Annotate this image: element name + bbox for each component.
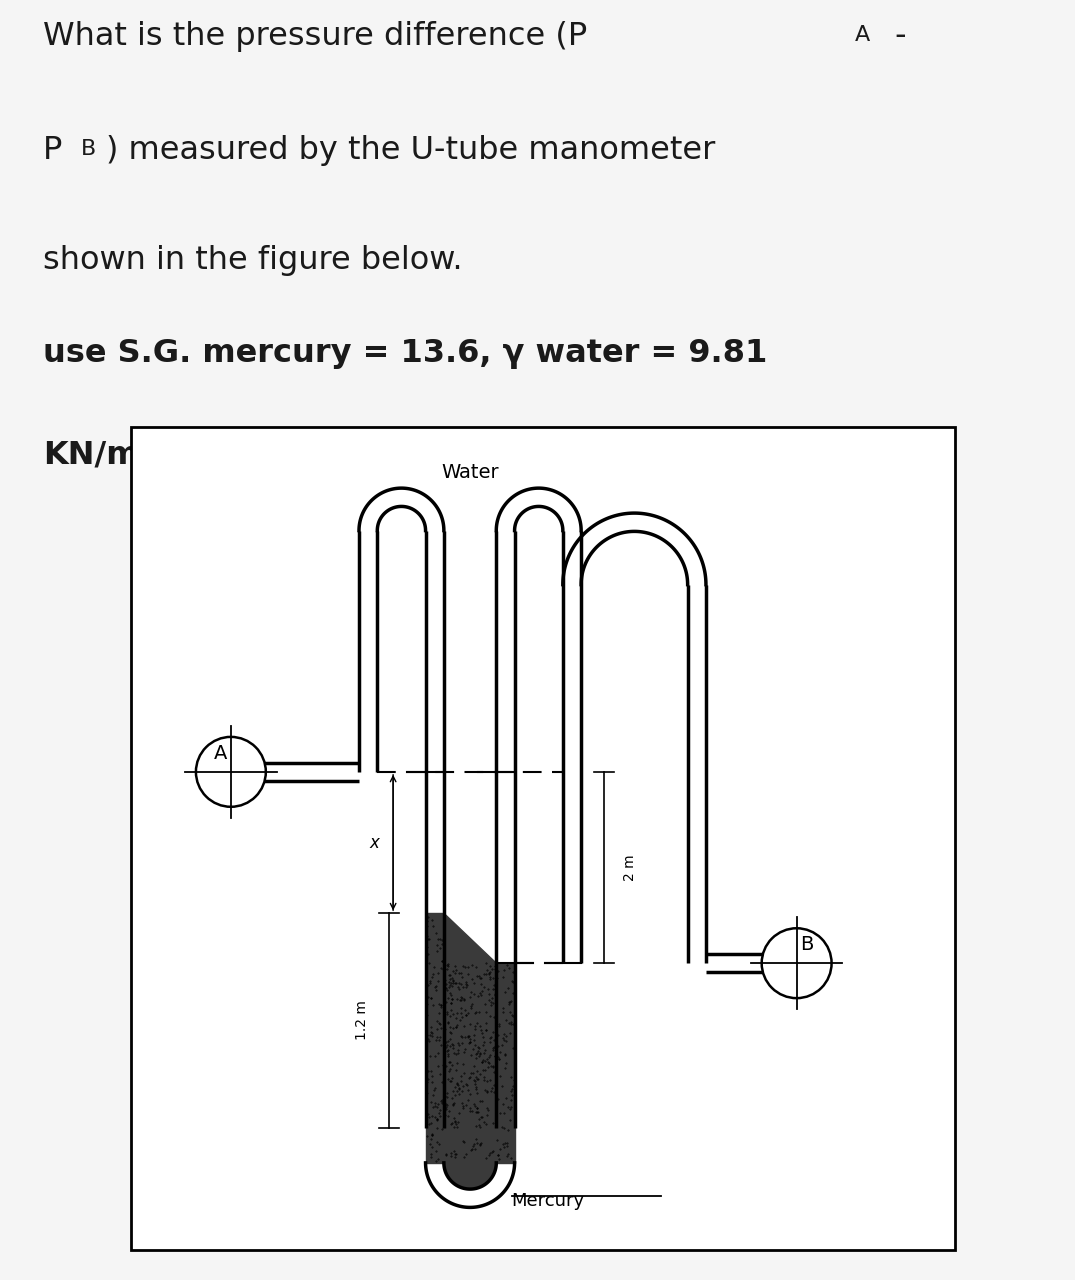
Text: ) measured by the U-tube manometer: ) measured by the U-tube manometer <box>106 136 716 166</box>
Text: use S.G. mercury = 13.6, γ water = 9.81: use S.G. mercury = 13.6, γ water = 9.81 <box>43 338 768 369</box>
Text: A: A <box>855 26 870 45</box>
Text: A: A <box>214 744 228 763</box>
Text: 2 m: 2 m <box>624 854 637 881</box>
Text: -: - <box>885 20 906 52</box>
Text: KN/m³.: KN/m³. <box>43 439 166 470</box>
Text: B: B <box>800 936 814 955</box>
Text: Mercury: Mercury <box>512 1192 585 1210</box>
Text: P: P <box>43 136 62 166</box>
Text: B: B <box>81 140 96 160</box>
Text: What is the pressure difference (P: What is the pressure difference (P <box>43 20 587 52</box>
Text: 1.2 m: 1.2 m <box>356 1001 370 1041</box>
Polygon shape <box>444 914 497 1189</box>
Text: Water: Water <box>441 463 499 483</box>
Text: x: x <box>370 833 379 851</box>
Text: shown in the figure below.: shown in the figure below. <box>43 244 462 276</box>
